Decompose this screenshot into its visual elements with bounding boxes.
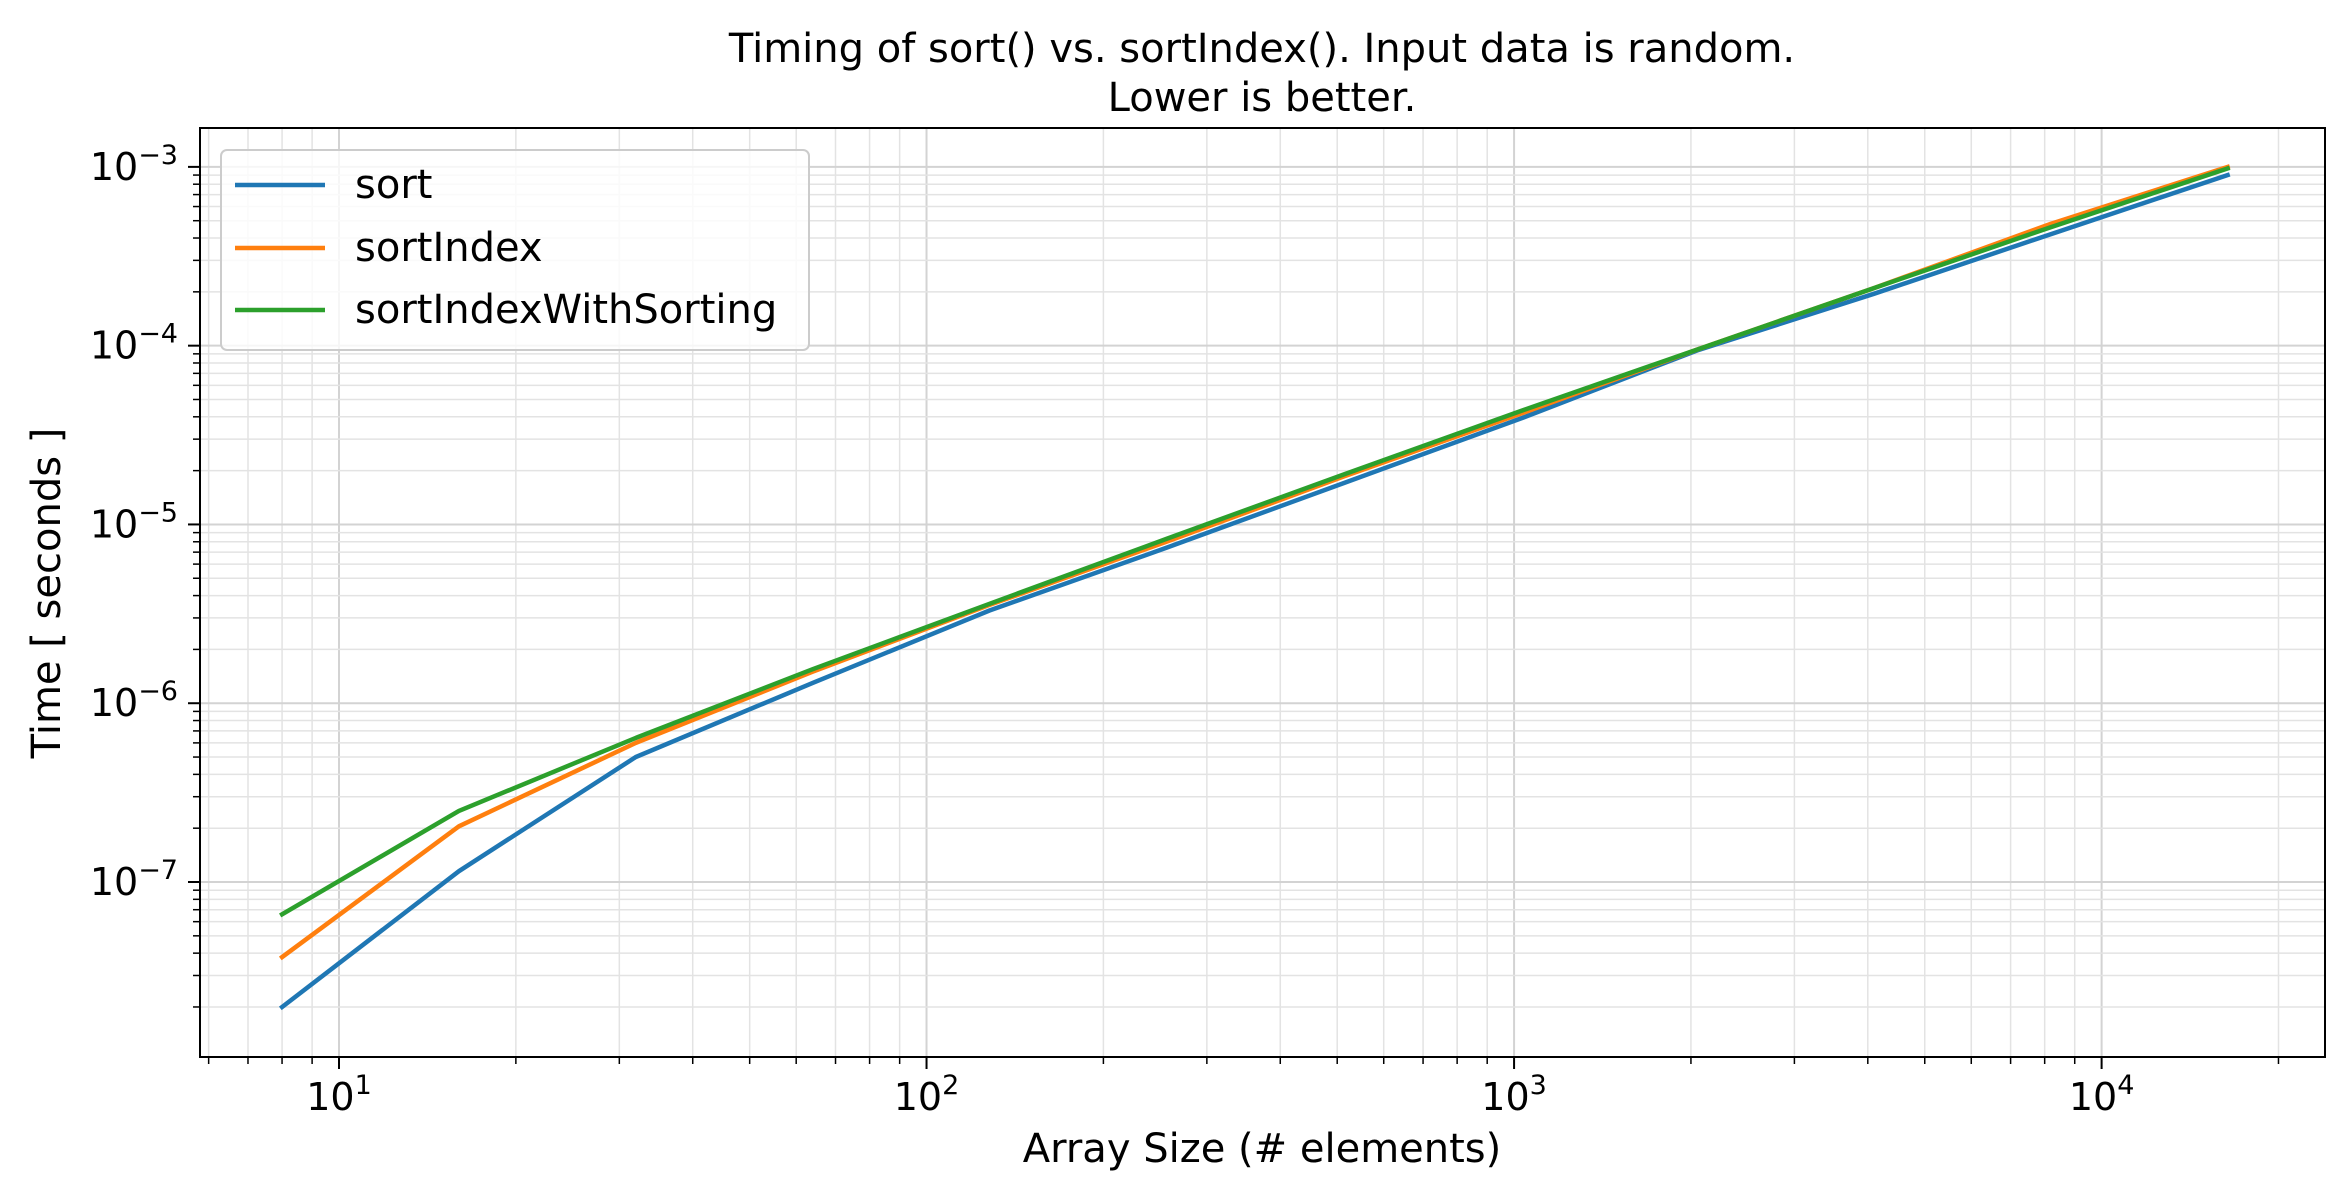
y-tick-label: 10−6 (90, 676, 178, 725)
x-axis-label: Array Size (# elements) (1023, 1126, 1502, 1172)
legend-label-sortindex: sortIndex (355, 225, 543, 271)
legend-frame (220, 149, 810, 351)
y-tick-label: 10−5 (90, 497, 178, 546)
legend-entry-sort: sort (235, 162, 432, 208)
y-axis-label: Time [ seconds ] (24, 428, 70, 760)
legend-entry-sortindex: sortIndex (235, 225, 543, 271)
series-lines (278, 164, 2231, 1011)
plot-area-frame (199, 127, 2326, 1058)
legend: sort sortIndex sortIndexWithSorting (220, 149, 810, 351)
y-tick-label: 10−3 (90, 140, 178, 189)
legend-entry-sortindexwithsorting: sortIndexWithSorting (235, 287, 777, 333)
chart-title-line-2: Lower is better. (1108, 75, 1417, 121)
x-tick-label: 103 (1481, 1070, 1547, 1119)
series-line-sortindexwithsorting (279, 165, 2231, 918)
grid (200, 128, 2325, 1057)
y-tick-label: 10−4 (90, 319, 178, 368)
y-tick-label: 10−7 (90, 855, 178, 904)
legend-label-sort: sort (355, 162, 432, 208)
axis-ticks: 101 102 103 104 10−7 10−6 10−5 10−4 10−3 (90, 140, 2280, 1119)
x-tick-label: 104 (2069, 1070, 2135, 1119)
legend-label-sortindexwithsorting: sortIndexWithSorting (355, 287, 777, 333)
chart-title-line-1: Timing of sort() vs. sortIndex(). Input … (728, 26, 1795, 72)
x-tick-label: 102 (894, 1070, 960, 1119)
series-line-sort (278, 172, 2231, 1011)
x-tick-label: 101 (306, 1070, 372, 1119)
